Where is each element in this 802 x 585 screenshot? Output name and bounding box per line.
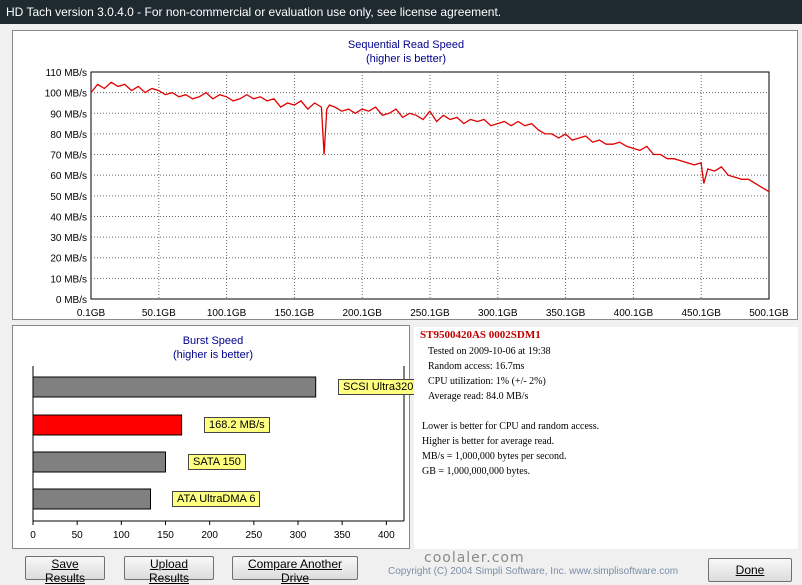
sequential-read-panel: Sequential Read Speed (higher is better)… [12,30,798,320]
y-tick-label: 40 MB/s [50,212,87,223]
x-tick-label: 0 [30,530,36,541]
cpu-utilization: CPU utilization: 1% (+/- 2%) [428,376,546,387]
x-tick-label: 200.1GB [342,308,382,319]
x-tick-label: 150.1GB [275,308,315,319]
burst-chart-subtitle: (higher is better) [172,349,254,361]
x-tick-label: 100.1GB [207,308,247,319]
copyright-text: Copyright (C) 2004 Simpli Software, Inc.… [388,566,679,577]
burst-bar [32,414,183,436]
note-mbs-definition: MB/s = 1,000,000 bytes per second. [422,451,567,462]
x-tick-label: 350 [334,530,351,541]
y-tick-label: 100 MB/s [45,89,87,100]
x-tick-label: 0.1GB [77,308,106,319]
sequential-read-chart: 110 MB/s 100 MB/s 90 MB/s 80 MB/s 70 MB/s 60 … [45,68,789,319]
x-tick-label: 100 [113,530,130,541]
burst-bar-label: SCSI Ultra320 [338,379,419,395]
note-gb-definition: GB = 1,000,000,000 bytes. [422,466,531,477]
burst-speed-panel: Burst Speed (higher is better) 0 50 100 150… [12,325,419,549]
y-tick-label: 20 MB/s [50,254,87,265]
x-tick-label: 250.1GB [410,308,450,319]
burst-bar [32,376,317,398]
burst-bar [32,451,166,473]
x-tick-label: 150 [157,530,174,541]
average-read: Average read: 84.0 MB/s [428,391,529,402]
compare-another-drive-button[interactable]: Compare Another Drive [232,556,358,585]
seq-chart-title: Sequential Read Speed [347,39,465,51]
x-tick-label: 300.1GB [478,308,518,319]
title-bar: HD Tach version 3.0.4.0 - For non-commer… [0,0,802,24]
burst-chart-title: Burst Speed [182,335,244,347]
x-tick-label: 450.1GB [681,308,721,319]
y-tick-label: 60 MB/s [50,171,87,182]
save-results-button[interactable]: Save Results [25,556,105,585]
watermark: coolaler.com [424,550,525,566]
x-tick-label: 350.1GB [546,308,586,319]
x-tick-label: 50 [72,530,84,541]
y-tick-label: 0 MB/s [56,295,87,306]
x-tick-label: 50.1GB [142,308,176,319]
y-tick-label: 110 MB/s [46,68,88,79]
burst-bar-label: SATA 150 [188,454,246,470]
burst-bar [32,488,151,510]
burst-speed-chart: 0 50 100 150 200 250 300 350 400 [30,366,405,541]
seq-chart-subtitle: (higher is better) [365,53,447,65]
drive-model: ST9500420AS 0002SDM1 [420,329,541,341]
burst-bar-label: 168.2 MB/s [204,417,270,433]
y-tick-label: 10 MB/s [50,274,87,285]
note-lower-better: Lower is better for CPU and random acces… [422,421,600,432]
window-title: HD Tach version 3.0.4.0 - For non-commer… [6,5,502,19]
note-higher-better: Higher is better for average read. [422,436,555,447]
y-tick-label: 50 MB/s [50,192,87,203]
done-button[interactable]: Done [708,558,792,582]
y-tick-label: 70 MB/s [50,151,87,162]
read-speed-series-line [90,81,770,193]
y-tick-label: 80 MB/s [50,130,87,141]
drive-info-panel: ST9500420AS 0002SDM1 Tested on 2009-10-0… [414,327,798,549]
x-tick-label: 300 [290,530,307,541]
random-access: Random access: 16.7ms [428,361,525,372]
y-tick-label: 30 MB/s [50,233,87,244]
upload-results-button[interactable]: Upload Results [124,556,214,585]
x-tick-label: 400.1GB [614,308,654,319]
x-tick-label: 200 [201,530,218,541]
x-tick-label: 250 [245,530,262,541]
x-tick-label: 500.1GB [749,308,789,319]
y-tick-label: 90 MB/s [50,109,87,120]
test-date: Tested on 2009-10-06 at 19:38 [428,346,551,357]
burst-bar-label: ATA UltraDMA 6 [172,491,261,507]
x-tick-label: 400 [378,530,395,541]
